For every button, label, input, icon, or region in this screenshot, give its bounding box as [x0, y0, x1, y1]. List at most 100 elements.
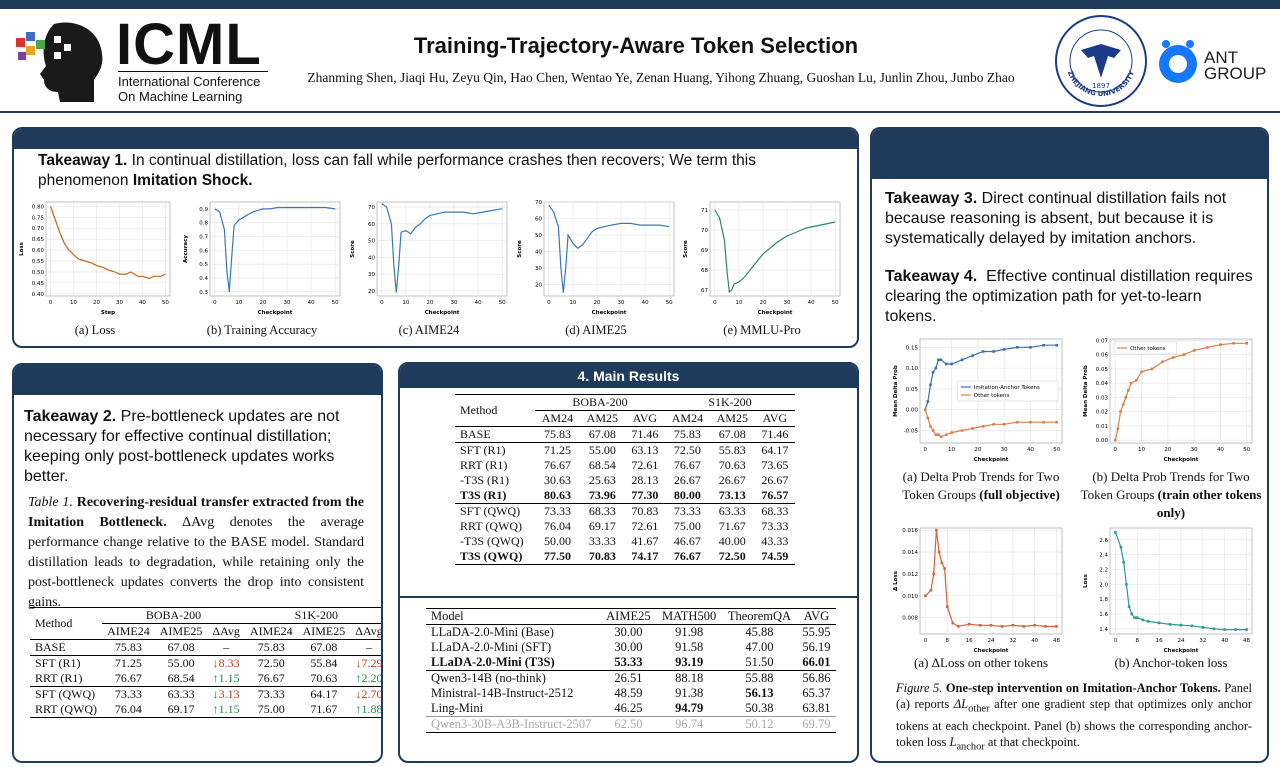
x-tick-label: 40: [475, 300, 482, 306]
table-cell: 55.83: [718, 443, 746, 457]
legend-label: Imitation-Anchor Tokens: [974, 385, 1040, 391]
table-2-wrap: Model AIME25 MATH500 TheoremQA AVG LLaDA-2.0-…: [426, 608, 836, 733]
table-cell: 67.08: [718, 427, 746, 441]
x-tick-label: 10: [948, 447, 955, 453]
table-row: Qwen3-14B (no-think) 26.51 88.18 55.88 56.86: [426, 670, 836, 687]
table-cell: BASE: [460, 427, 491, 441]
panel-title: 4. Main Results: [400, 364, 857, 388]
data-point: [1201, 626, 1205, 629]
table-cell: 68.33: [761, 504, 789, 518]
plot: 67 68 69 70 71 0 10 20 30 40 50 Checkpoint Score: [683, 201, 841, 316]
logo-rule: [118, 71, 268, 72]
caption-sub: other: [968, 703, 990, 715]
table-cell: 55.95: [802, 625, 831, 639]
data-point: [1182, 353, 1185, 356]
table-cell: 71.25: [114, 656, 142, 670]
table-row: LLaDA-2.0-Mini (T3S) 53.33 93.19 51.50 66.01: [426, 655, 836, 671]
y-axis-label: Score: [683, 240, 689, 258]
y-tick-label: 0.55: [32, 259, 45, 265]
y-tick-label: 69: [701, 248, 708, 254]
data-point: [1133, 616, 1136, 619]
table-cell: ↓7.29: [355, 656, 383, 670]
plot: 1.4 1.6 1.8 2.0 2.2 2.4 2.6 0 8 16 24 32 40 48 Checkpo…: [1083, 527, 1253, 654]
table-cell: BASE: [35, 640, 66, 654]
caption-text: ΔAvg denotes the average performance cha…: [28, 515, 364, 610]
data-point: [1116, 427, 1120, 431]
data-point: [1044, 625, 1047, 628]
x-axis-label: Checkpoint: [974, 648, 1009, 654]
y-tick-label: 0.06: [1096, 353, 1109, 359]
plot: 0.008 0.010 0.012 0.014 0.016 0 8 16 24 32 40 48 Che…: [893, 527, 1063, 654]
x-tick-label: 40: [1221, 638, 1228, 644]
table-cell: 26.67: [673, 473, 701, 487]
takeaway-3: Takeaway 3. Direct continual distillatio…: [885, 189, 1257, 249]
x-tick-label: 0: [49, 300, 53, 306]
table-cell: 71.25: [543, 443, 571, 457]
data-point: [967, 622, 971, 626]
x-tick-label: 8: [946, 638, 950, 644]
table-cell: 55.84: [310, 656, 338, 670]
table-cell: 93.19: [675, 655, 704, 669]
header-cell: AM25: [579, 410, 625, 427]
caption-text: Panel (a) reports: [896, 681, 1253, 711]
table-cell: 55.00: [588, 443, 616, 457]
y-axis-label: Mean Delta Prob: [1083, 365, 1089, 417]
y-tick-label: 0.016: [902, 528, 918, 534]
y-tick-label: 0.60: [32, 248, 45, 254]
data-point: [1002, 348, 1006, 351]
table-cell: 43.33: [761, 534, 789, 548]
authors: Zhanming Shen, Jiaqi Hu, Zeyu Qin, Hao C…: [307, 70, 1015, 85]
results-table: Method BOBA-200 S1K-200 AIME24 AIME25 ΔAvg AIM…: [30, 607, 383, 718]
data-point: [1011, 623, 1015, 627]
takeaway-emph: Imitation Shock.: [132, 172, 253, 189]
table-cell: 67.08: [588, 427, 616, 441]
takeaway-2: Takeaway 2. Pre-bottleneck updates are n…: [24, 407, 364, 487]
data-point: [971, 354, 974, 357]
data-point: [1119, 410, 1122, 413]
table-cell: 56.19: [802, 640, 831, 654]
x-tick-label: 0: [380, 300, 384, 306]
x-tick-label: 48: [1243, 638, 1250, 644]
x-tick-label: 40: [308, 300, 315, 306]
plot-caption: (e) MMLU-Pro: [680, 321, 844, 339]
table-cell: Ling-Mini: [431, 701, 484, 715]
table-cell: 70.63: [310, 671, 338, 685]
table-cell: Qwen3-30B-A3B-Instruct-2507: [431, 717, 592, 731]
table-cell: 67.08: [167, 640, 195, 654]
plot-caption: (a) Delta Prob Trends for Two Token Grou…: [890, 468, 1072, 504]
data-point: [1119, 545, 1123, 549]
table-row: T3S (R1) 80.63 73.96 77.30 80.00 73.13 76.57: [455, 488, 795, 504]
data-point: [924, 594, 927, 598]
table-cell: 40.00: [718, 534, 746, 548]
data-point: [1212, 627, 1216, 631]
table-cell: 76.67: [673, 458, 701, 472]
data-point: [1055, 343, 1059, 347]
table-cell: 28.13: [631, 473, 659, 487]
table-row: Ling-Mini 46.25 94.79 50.38 63.81: [426, 701, 836, 717]
group-header: S1K-200: [708, 395, 752, 409]
table-cell: 91.98: [675, 625, 704, 639]
table-cell: 56.13: [745, 686, 774, 700]
table-cell: 73.33: [114, 687, 142, 701]
table-cell: 30.63: [543, 473, 571, 487]
header-cell: AVG: [754, 410, 795, 427]
header-cell: ΔAvg: [207, 623, 245, 640]
data-point: [1141, 618, 1145, 622]
data-point: [1223, 628, 1226, 631]
table-row: SFT (QWQ) 73.33 68.33 70.83 73.33 63.33 68.33: [455, 503, 795, 520]
y-tick-label: 20: [368, 289, 375, 295]
table-cell: 68.54: [588, 458, 616, 472]
data-point: [1234, 628, 1237, 631]
table-cell: 76.67: [543, 458, 571, 472]
data-point: [1192, 349, 1196, 352]
plot-caption: (c) AIME24: [347, 321, 511, 339]
table-cell: 50.00: [543, 534, 571, 548]
x-axis-label: Checkpoint: [974, 457, 1009, 463]
group-header: S1K-200: [294, 608, 338, 622]
y-tick-label: 0.04: [1096, 381, 1109, 387]
header-row: AM24 AM25 AVG AM24 AM25 AVG: [455, 410, 795, 427]
ant-icon: [1159, 40, 1197, 83]
data-point: [1002, 422, 1006, 426]
data-point: [1127, 388, 1130, 392]
